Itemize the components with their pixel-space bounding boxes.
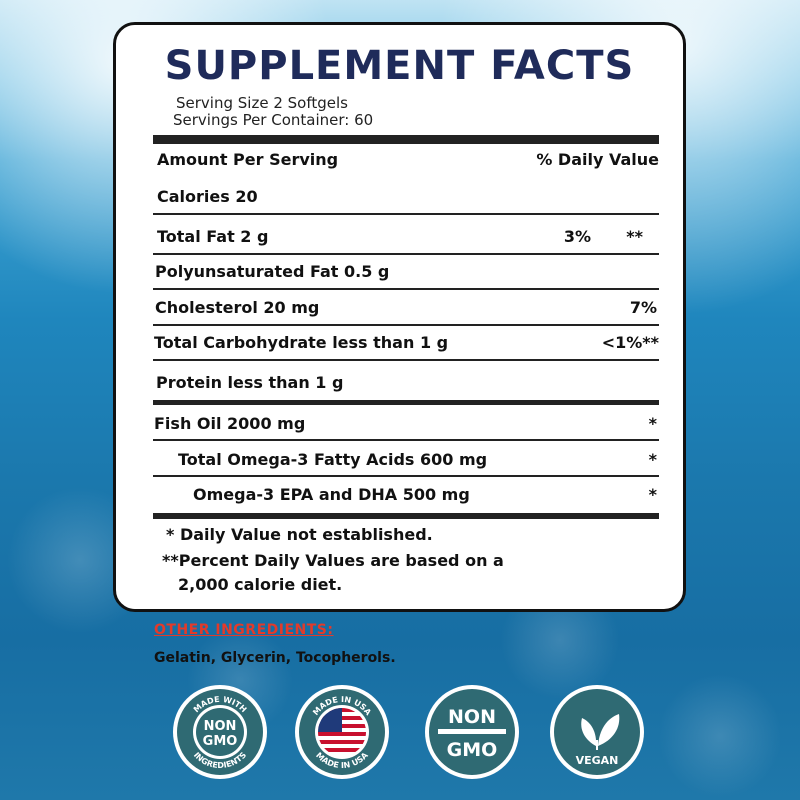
thick-divider bbox=[153, 513, 659, 519]
nutrient-label: Total Fat 2 g bbox=[157, 227, 269, 246]
thick-divider bbox=[153, 400, 659, 405]
ingredient-dv: * bbox=[648, 485, 657, 504]
badge-center-text: GMO bbox=[447, 739, 498, 761]
divider bbox=[153, 439, 659, 441]
vegan-badge: VEGAN bbox=[550, 685, 644, 779]
footnote-calorie-diet: 2,000 calorie diet. bbox=[178, 575, 343, 594]
supplement-facts-panel: SUPPLEMENT FACTS Serving Size 2 Softgels… bbox=[113, 22, 686, 612]
badge-center-text: NON bbox=[448, 706, 496, 728]
ingredient-label: Omega-3 EPA and DHA 500 mg bbox=[193, 485, 470, 504]
non-gmo-badge: NON GMO bbox=[425, 685, 519, 779]
servings-per-container: Servings Per Container: 60 bbox=[173, 111, 374, 129]
leaf-icon bbox=[581, 714, 620, 750]
made-in-usa-badge: MADE IN USA MADE IN USA bbox=[295, 685, 389, 779]
non-gmo-ingredients-badge: MADE WITH INGREDIENTS NON GMO bbox=[173, 685, 267, 779]
footnote-daily-value: * Daily Value not established. bbox=[166, 525, 433, 544]
nutrient-label: Protein less than 1 g bbox=[156, 373, 344, 392]
nutrient-dv: <1%** bbox=[601, 333, 659, 352]
calories-label: Calories 20 bbox=[157, 187, 258, 206]
ingredient-label: Total Omega-3 Fatty Acids 600 mg bbox=[178, 450, 488, 469]
other-ingredients-heading: OTHER INGREDIENTS: bbox=[154, 622, 334, 638]
header-amount: Amount Per Serving bbox=[157, 150, 339, 169]
badge-center-text: GMO bbox=[203, 734, 238, 749]
panel-title: SUPPLEMENT FACTS bbox=[164, 43, 635, 89]
serving-size: Serving Size 2 Softgels bbox=[176, 94, 348, 112]
divider bbox=[153, 324, 659, 326]
divider bbox=[153, 253, 659, 255]
nutrient-label: Polyunsaturated Fat 0.5 g bbox=[155, 262, 390, 281]
badge-label: VEGAN bbox=[576, 754, 619, 767]
other-ingredients-list: Gelatin, Glycerin, Tocopherols. bbox=[154, 650, 396, 666]
ingredient-dv: * bbox=[648, 414, 657, 433]
divider bbox=[153, 288, 659, 290]
nutrient-label: Total Carbohydrate less than 1 g bbox=[154, 333, 449, 352]
ingredient-dv: * bbox=[648, 450, 657, 469]
badge-center-text: NON bbox=[204, 719, 237, 734]
nutrient-label: Cholesterol 20 mg bbox=[155, 298, 320, 317]
divider bbox=[153, 213, 659, 215]
nutrient-dv: 3% bbox=[563, 227, 591, 246]
divider bbox=[153, 475, 659, 477]
divider bbox=[153, 359, 659, 361]
header-daily-value: % Daily Value bbox=[536, 150, 659, 169]
nutrient-note: ** bbox=[626, 227, 643, 246]
nutrient-dv: 7% bbox=[629, 298, 657, 317]
footnote-percent: **Percent Daily Values are based on a bbox=[162, 551, 504, 570]
ingredient-label: Fish Oil 2000 mg bbox=[154, 414, 306, 433]
thick-divider bbox=[153, 135, 659, 144]
